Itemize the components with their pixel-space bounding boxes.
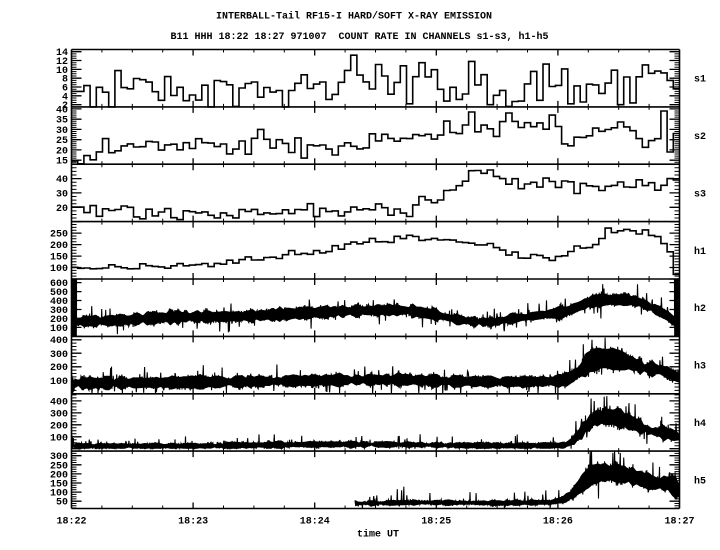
svg-text:15: 15 — [56, 157, 68, 168]
svg-text:30: 30 — [56, 189, 68, 200]
svg-text:h3: h3 — [694, 361, 706, 373]
svg-text:time UT: time UT — [357, 528, 399, 540]
svg-text:18:24: 18:24 — [300, 517, 330, 528]
svg-text:18:23: 18:23 — [178, 517, 208, 528]
svg-text:8: 8 — [62, 75, 68, 86]
svg-text:100: 100 — [50, 324, 68, 335]
svg-text:200: 200 — [50, 470, 68, 481]
svg-text:150: 150 — [50, 253, 68, 264]
svg-text:40: 40 — [56, 175, 68, 186]
svg-text:4: 4 — [62, 92, 68, 103]
svg-text:100: 100 — [50, 433, 68, 444]
svg-text:200: 200 — [50, 421, 68, 432]
svg-text:50: 50 — [56, 498, 68, 509]
svg-text:18:22: 18:22 — [56, 517, 86, 528]
svg-text:35: 35 — [56, 116, 68, 127]
svg-text:s1: s1 — [694, 75, 706, 86]
svg-text:200: 200 — [50, 363, 68, 374]
svg-text:20: 20 — [56, 146, 68, 157]
svg-text:250: 250 — [50, 461, 68, 472]
svg-text:s3: s3 — [694, 189, 706, 200]
svg-text:10: 10 — [56, 66, 68, 77]
svg-text:100: 100 — [50, 264, 68, 275]
svg-text:h2: h2 — [694, 303, 706, 315]
svg-text:20: 20 — [56, 204, 68, 215]
svg-text:h5: h5 — [694, 475, 706, 487]
svg-text:6: 6 — [62, 84, 68, 95]
svg-text:18:25: 18:25 — [421, 517, 451, 528]
svg-text:18:27: 18:27 — [664, 517, 694, 528]
svg-text:12: 12 — [56, 57, 68, 68]
svg-text:40: 40 — [56, 105, 68, 116]
svg-text:300: 300 — [50, 452, 68, 463]
svg-text:250: 250 — [50, 230, 68, 241]
svg-text:500: 500 — [50, 288, 68, 299]
svg-text:400: 400 — [50, 397, 68, 408]
svg-text:400: 400 — [50, 297, 68, 308]
svg-text:h4: h4 — [694, 418, 706, 430]
svg-text:B11 HHH 18:22 18:27 971007 CO: B11 HHH 18:22 18:27 971007 COUNT RATE IN… — [170, 31, 548, 43]
svg-text:150: 150 — [50, 480, 68, 491]
svg-text:600: 600 — [50, 279, 68, 290]
svg-text:300: 300 — [50, 306, 68, 317]
svg-text:200: 200 — [50, 241, 68, 252]
svg-text:300: 300 — [50, 350, 68, 361]
svg-text:INTERBALL-Tail RF15-I HARD/SOF: INTERBALL-Tail RF15-I HARD/SOFT X-RAY EM… — [216, 11, 492, 23]
svg-text:14: 14 — [56, 48, 68, 59]
svg-text:25: 25 — [56, 136, 68, 147]
svg-text:2: 2 — [62, 101, 68, 112]
svg-text:400: 400 — [50, 336, 68, 347]
svg-text:200: 200 — [50, 315, 68, 326]
svg-text:s2: s2 — [694, 132, 706, 143]
svg-text:30: 30 — [56, 126, 68, 137]
svg-text:h1: h1 — [694, 246, 706, 258]
svg-text:100: 100 — [50, 489, 68, 500]
svg-text:100: 100 — [50, 377, 68, 388]
svg-text:300: 300 — [50, 409, 68, 420]
svg-text:18:26: 18:26 — [543, 517, 573, 528]
